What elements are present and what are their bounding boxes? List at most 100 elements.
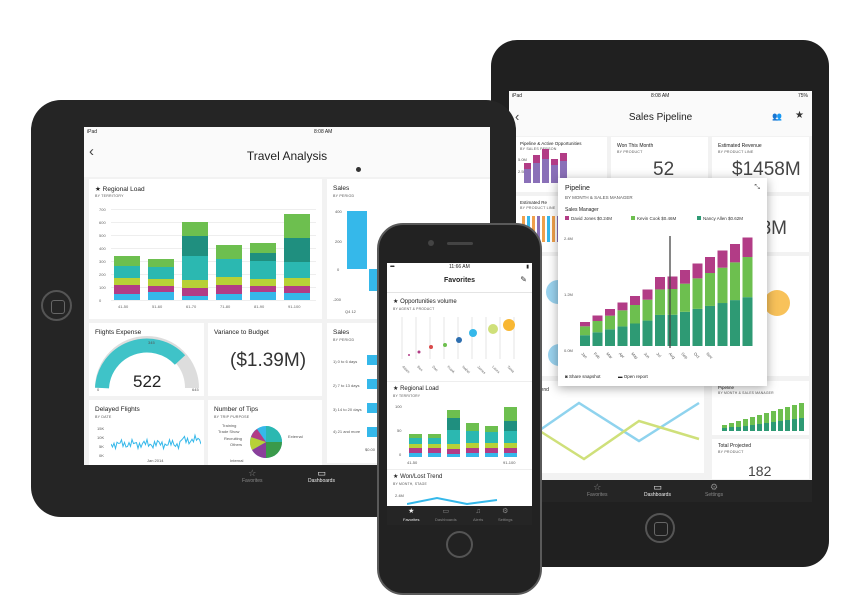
phone-regional-bar [428,434,441,438]
x-tick: May [630,351,639,360]
phone-regional-bar [447,418,460,430]
phone-regional-bar [485,453,498,457]
total-projected-tile[interactable]: Total Projected BY PRODUCT 182 [712,439,809,479]
device-label: iPad [87,129,98,135]
pipeline-month-bar [743,425,748,431]
header: ‹ Sales Pipeline 👥 ★ [509,101,812,136]
regional-load-tile[interactable]: ★ Regional Load BY TERRITORY 700 600 500 40… [89,179,322,319]
tile-title-text: Won/Lost Trend [400,474,443,480]
tab-label: Favorites [587,492,608,498]
variance-tile[interactable]: Variance to Budget ($1.39M) [208,323,322,396]
tile-subtitle: BY PRODUCT [617,150,643,154]
pipeline-month-bar [785,407,790,421]
estimated-re-bar [542,216,545,242]
regional-load-bar [250,286,276,292]
camera-icon: ◙ [565,374,568,379]
x-tick: James [476,365,486,375]
star-icon: ★ [393,299,399,305]
legend-swatch [697,216,701,220]
pipeline-bar [580,326,590,336]
x-tick: Adam [401,365,410,374]
phone-regional-bar [485,448,498,453]
phone-regional-bar [428,448,441,453]
won-lost-tile[interactable]: ★ Won/Lost Trend BY MONTH, STAGE 2.4M [387,469,532,505]
regional-load-bar [284,214,310,238]
tab-settings[interactable]: ⚙ Settings [498,507,512,522]
tile-title: ★ Won/Lost Trend [393,473,442,480]
phone-regional-load-tile[interactable]: ★ Regional Load BY TERRITORY 100 50 0 41… [387,381,532,467]
phone-regional-bar [409,453,422,457]
y-tick: 50 [397,428,402,433]
opportunities-volume-tile[interactable]: ★ Opportunities volume BY AGENT & PRODUC… [387,295,532,379]
header: ‹ Travel Analysis [84,137,490,177]
back-chevron-icon[interactable]: ‹ [515,109,520,124]
tile-title: Pipeline & Active Opportunities [520,141,582,146]
pipeline-bar [630,323,640,346]
pie-slice [266,426,282,442]
right-tablet-home-button[interactable] [645,513,675,543]
delayed-flights-tile[interactable]: Delayed Flights BY DATE 15K 10K 5K 0K Ja… [89,400,204,465]
left-tablet-home-button[interactable] [41,290,72,321]
sales-duration-bar [367,403,379,413]
phone-regional-bar [466,453,479,457]
y-tick: 100 [395,404,402,409]
pipeline-month-bar [743,419,748,426]
tab-settings[interactable]: ⚙ Settings [705,482,723,498]
pipeline-month-tile[interactable]: Pipeline BY MONTH & SALES MANAGER [712,381,809,435]
phone-regional-bar [485,426,498,432]
y-tick: 15K [97,426,105,431]
pipeline-bar [630,296,640,305]
favorite-add-icon[interactable]: ★ [795,110,804,121]
sales-duration-bar [367,355,379,365]
pipeline-month-bar [757,423,762,431]
regional-load-bar [148,267,174,279]
tab-label: Favorites [242,478,263,484]
tile-title: Sales [333,185,350,192]
edit-pencil-icon[interactable]: ✎ [520,275,527,284]
tile-title: Pipeline [718,385,735,390]
phone-regional-bar [447,430,460,444]
phone-regional-bar [409,438,422,444]
tab-dashboards[interactable]: ▭ Dashboards [308,468,335,484]
x-tick: Sep [680,351,689,360]
pipeline-month-bar [771,411,776,422]
back-chevron-icon[interactable]: ‹ [89,143,94,160]
tile-title: Sales [333,329,350,336]
tab-alerts[interactable]: ♫ Alerts [473,507,483,522]
pie-label: Training [222,423,237,428]
regional-load-bar [216,259,242,277]
pipeline-month-bar [736,426,741,431]
trend-line [407,496,498,505]
y-tick: 600 [99,220,106,225]
tab-favorites[interactable]: ★ Favorites [403,507,419,522]
x-tick: Oct [693,351,702,360]
projected-value: 182 [748,463,772,479]
signal-icon: ••••• [390,264,395,270]
pipeline-bar [580,322,590,327]
tile-subtitle: BY PERIOD [333,338,355,342]
x-tick: Mar [605,351,614,360]
flights-expense-tile[interactable]: Flights Expense 345 522 0 645 [89,323,204,396]
x-tick: Apr [618,351,626,359]
y-tick: 0 [99,298,102,303]
open-report-button[interactable]: ▬ Open report [618,374,648,379]
pipeline-bar [742,297,753,346]
tab-dashboards[interactable]: ▭ Dashboards [644,482,671,498]
pipeline-bar [717,303,728,346]
trend-tile[interactable]: Trend [514,381,704,473]
share-users-icon[interactable]: 👥 [772,112,782,121]
tab-dashboards[interactable]: ▭ Dashboards [435,507,457,522]
star-icon: ★ [393,474,399,480]
y-tick: 10K [97,435,105,440]
regional-load-bar [250,253,276,261]
phone-home-button[interactable] [446,531,473,558]
tab-label: Dashboards [308,478,335,484]
regional-load-bar [182,256,208,280]
pipeline-popup[interactable]: Pipeline BY MONTH & SALES MANAGER ⤡ Sale… [558,178,767,386]
share-snapshot-button[interactable]: ◙ Share snapshot [565,374,601,379]
tab-favorites[interactable]: ☆ Favorites [587,482,608,498]
number-of-tips-tile[interactable]: Number of Tips BY TRIP PURPOSE Training … [208,400,322,465]
collapse-icon[interactable]: ⤡ [754,184,760,191]
tab-favorites[interactable]: ☆ Favorites [242,468,263,484]
gridline [111,261,316,262]
